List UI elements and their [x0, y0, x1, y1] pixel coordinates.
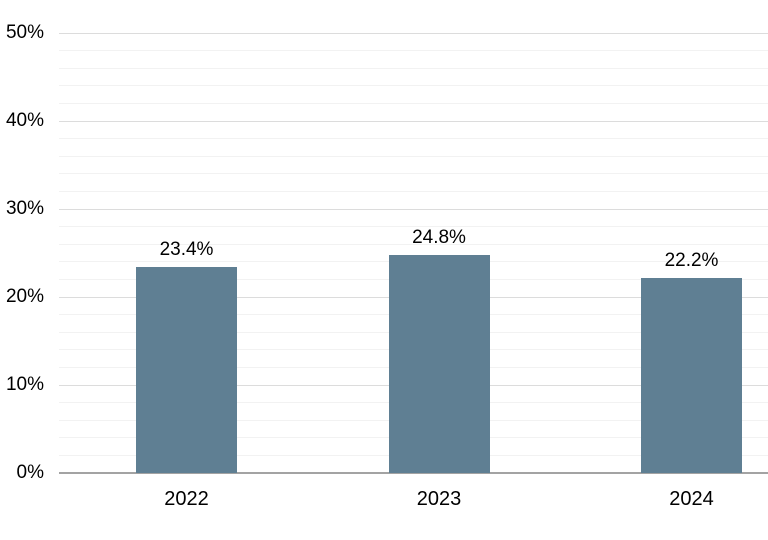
minor-gridline: [59, 50, 768, 52]
major-gridline: [59, 120, 768, 122]
bar-2024: [641, 277, 742, 473]
bar-2022: [136, 267, 237, 473]
y-axis-tick-label: 40%: [5, 110, 44, 131]
bar-value-label: 23.4%: [159, 239, 214, 261]
minor-gridline: [59, 173, 768, 175]
minor-gridline: [59, 67, 768, 69]
x-axis-line: [59, 472, 768, 474]
bar-value-label: 24.8%: [412, 226, 466, 248]
bar-2023: [388, 254, 490, 473]
y-axis-tick-label: 0%: [16, 462, 44, 483]
bar-value-label: 22.2%: [664, 249, 719, 271]
minor-gridline: [59, 85, 768, 87]
x-axis-category-label: 2024: [669, 488, 714, 510]
minor-gridline: [59, 102, 768, 104]
minor-gridline: [59, 190, 768, 192]
x-axis-category-label: 2023: [416, 488, 462, 510]
y-axis-tick-label: 30%: [5, 198, 44, 219]
major-gridline: [59, 32, 768, 34]
y-axis-tick-label: 20%: [5, 286, 44, 307]
y-axis-tick-label: 50%: [5, 22, 44, 43]
x-axis-category-label: 2022: [164, 488, 209, 510]
y-axis-tick-label: 10%: [5, 374, 44, 395]
minor-gridline: [59, 138, 768, 140]
minor-gridline: [59, 155, 768, 157]
major-gridline: [59, 208, 768, 210]
